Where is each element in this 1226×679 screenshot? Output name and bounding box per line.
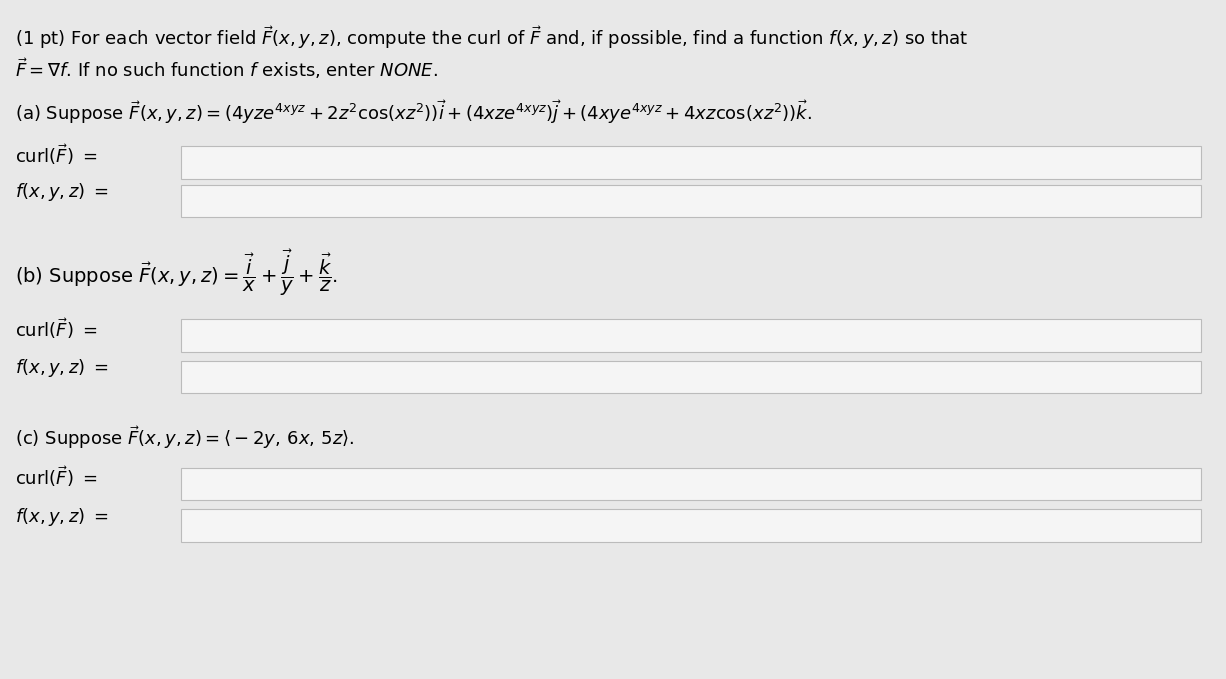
- Text: $f(x, y, z)\ =$: $f(x, y, z)\ =$: [15, 181, 109, 203]
- FancyBboxPatch shape: [181, 361, 1201, 393]
- Text: (c) Suppose $\vec{F}(x, y, z) = \langle -2y,\, 6x,\, 5z\rangle$.: (c) Suppose $\vec{F}(x, y, z) = \langle …: [15, 424, 354, 451]
- Text: $\vec{F} = \nabla f$. If no such function $f$ exists, enter $\mathit{NONE}$.: $\vec{F} = \nabla f$. If no such functio…: [15, 56, 438, 81]
- Text: $f(x, y, z)\ =$: $f(x, y, z)\ =$: [15, 357, 109, 379]
- Text: $f(x, y, z)\ =$: $f(x, y, z)\ =$: [15, 506, 109, 528]
- Text: $\mathrm{curl}(\vec{F})\ =$: $\mathrm{curl}(\vec{F})\ =$: [15, 464, 97, 490]
- Text: (b) Suppose $\vec{F}(x, y, z) = \dfrac{\vec{i}}{x} + \dfrac{\vec{j}}{y} + \dfrac: (b) Suppose $\vec{F}(x, y, z) = \dfrac{\…: [15, 248, 337, 298]
- FancyBboxPatch shape: [181, 146, 1201, 179]
- FancyBboxPatch shape: [181, 319, 1201, 352]
- FancyBboxPatch shape: [181, 185, 1201, 217]
- Text: (a) Suppose $\vec{F}(x, y, z) = (4yze^{4xyz} + 2z^2\cos(xz^2))\vec{i} + (4xze^{4: (a) Suppose $\vec{F}(x, y, z) = (4yze^{4…: [15, 98, 812, 126]
- FancyBboxPatch shape: [181, 509, 1201, 542]
- Text: (1 pt) For each vector field $\vec{F}(x, y, z)$, compute the curl of $\vec{F}$ a: (1 pt) For each vector field $\vec{F}(x,…: [15, 24, 969, 51]
- FancyBboxPatch shape: [181, 468, 1201, 500]
- Text: $\mathrm{curl}(\vec{F})\ =$: $\mathrm{curl}(\vec{F})\ =$: [15, 316, 97, 341]
- Text: $\mathrm{curl}(\vec{F})\ =$: $\mathrm{curl}(\vec{F})\ =$: [15, 143, 97, 168]
